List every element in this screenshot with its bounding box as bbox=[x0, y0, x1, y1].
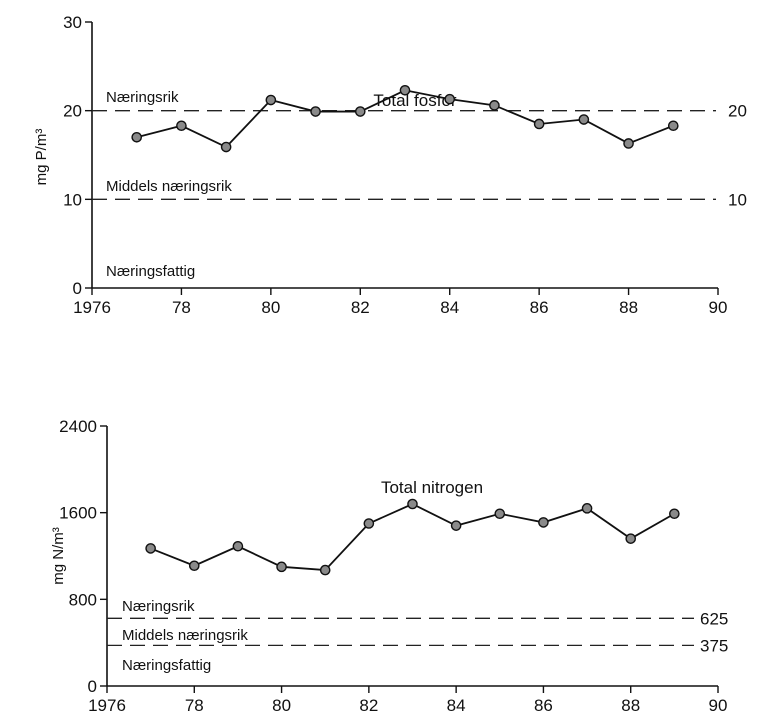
reference-line-label: 625 bbox=[700, 609, 728, 628]
x-tick-label: 82 bbox=[359, 696, 378, 715]
data-point bbox=[669, 508, 680, 520]
x-tick-label: 86 bbox=[530, 298, 549, 317]
chart-panel: 1976 78 80 82 84 86 88 90 0 800 1600 2400 mg N/m³ 625… bbox=[50, 417, 728, 715]
data-point bbox=[444, 93, 456, 105]
x-tick-label: 90 bbox=[709, 696, 728, 715]
y-tick-label: 2400 bbox=[59, 417, 97, 436]
x-tick-label: 88 bbox=[621, 696, 640, 715]
data-point bbox=[399, 84, 411, 96]
zone-label: Næringsfattig bbox=[106, 263, 195, 280]
data-point bbox=[310, 106, 321, 117]
x-tick-label: 82 bbox=[351, 298, 370, 317]
data-point bbox=[265, 94, 277, 106]
y-tick-label: 10 bbox=[63, 190, 82, 209]
y-tick-label: 1600 bbox=[59, 504, 97, 523]
data-point bbox=[354, 106, 366, 117]
data-point bbox=[625, 533, 637, 544]
data-point bbox=[494, 508, 506, 520]
x-tick-label: 90 bbox=[709, 298, 728, 317]
x-tick-label: 78 bbox=[172, 298, 191, 317]
data-point bbox=[131, 131, 143, 143]
data-point bbox=[667, 120, 679, 132]
data-point bbox=[533, 118, 545, 130]
data-point bbox=[276, 561, 287, 573]
reference-line-label: 10 bbox=[728, 190, 747, 209]
data-point bbox=[489, 100, 500, 111]
reference-line-label: 375 bbox=[700, 636, 728, 655]
x-tick-label: 84 bbox=[440, 298, 459, 317]
data-point bbox=[319, 564, 331, 576]
data-point bbox=[538, 517, 549, 528]
zone-label: Næringsrik bbox=[122, 598, 195, 615]
y-tick-label: 0 bbox=[73, 279, 82, 298]
series-line bbox=[150, 503, 675, 572]
x-tick-label: 1976 bbox=[73, 298, 111, 317]
x-tick-label: 88 bbox=[619, 298, 638, 317]
y-tick-label: 800 bbox=[69, 590, 97, 609]
y-tick-label: 0 bbox=[88, 677, 97, 696]
chart-title: Total nitrogen bbox=[381, 478, 483, 497]
x-tick-label: 80 bbox=[272, 696, 291, 715]
data-point bbox=[232, 540, 244, 552]
x-tick-label: 80 bbox=[261, 298, 280, 317]
chart-title: Total fosfor bbox=[373, 91, 456, 110]
x-tick-label: 84 bbox=[447, 696, 466, 715]
zone-label: Middels næringsrik bbox=[106, 178, 232, 195]
y-axis-label: mg P/m³ bbox=[33, 129, 50, 186]
data-point bbox=[363, 518, 375, 529]
data-point bbox=[188, 560, 200, 572]
x-tick-label: 86 bbox=[534, 696, 553, 715]
y-tick-label: 30 bbox=[63, 13, 82, 32]
data-point bbox=[145, 543, 156, 554]
data-point bbox=[623, 138, 634, 149]
reference-line-label: 20 bbox=[728, 102, 747, 121]
data-point bbox=[176, 120, 187, 132]
zone-label: Middels næringsrik bbox=[122, 627, 248, 644]
x-tick-label: 78 bbox=[185, 696, 204, 715]
data-point bbox=[578, 114, 590, 125]
y-tick-label: 20 bbox=[63, 102, 82, 121]
chart-panel: 1976 78 80 82 84 86 88 90 0 10 20 30 mg P/m³ 20 10 Næri… bbox=[33, 13, 747, 317]
data-point bbox=[581, 503, 593, 514]
zone-label: Næringsrik bbox=[106, 89, 179, 106]
data-point bbox=[450, 520, 462, 531]
y-axis-label: mg N/m³ bbox=[50, 527, 67, 585]
zone-label: Næringsfattig bbox=[122, 657, 211, 674]
data-point bbox=[220, 141, 232, 153]
data-point bbox=[407, 498, 418, 510]
x-tick-label: 1976 bbox=[88, 696, 126, 715]
